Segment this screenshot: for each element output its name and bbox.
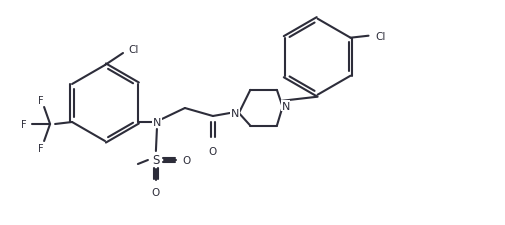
Text: F: F bbox=[21, 119, 27, 129]
Text: S: S bbox=[152, 154, 160, 167]
Text: N: N bbox=[153, 117, 161, 127]
Text: F: F bbox=[38, 96, 44, 106]
Text: O: O bbox=[209, 146, 217, 156]
Text: F: F bbox=[38, 143, 44, 153]
Text: O: O bbox=[152, 187, 160, 197]
Text: N: N bbox=[231, 108, 239, 119]
Text: N: N bbox=[281, 101, 290, 111]
Text: O: O bbox=[183, 155, 191, 165]
Text: Cl: Cl bbox=[375, 32, 386, 42]
Text: Cl: Cl bbox=[129, 45, 139, 55]
